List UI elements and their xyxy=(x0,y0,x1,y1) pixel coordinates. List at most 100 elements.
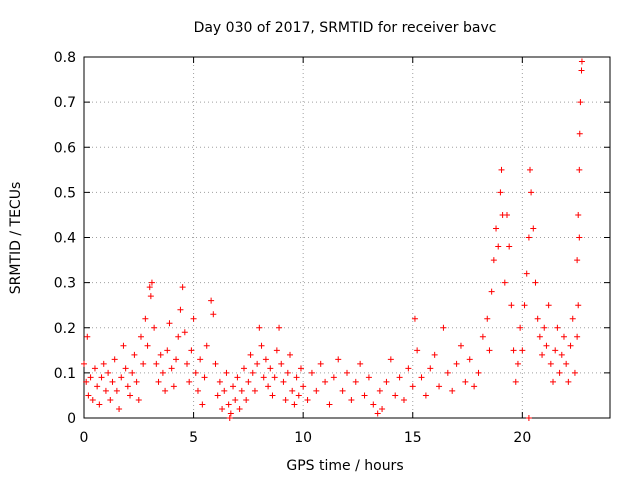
data-point xyxy=(313,387,320,394)
data-point xyxy=(147,293,154,300)
data-point xyxy=(293,374,300,381)
data-point xyxy=(405,365,412,372)
data-point xyxy=(151,324,158,331)
data-point xyxy=(249,369,256,376)
data-point xyxy=(563,360,570,367)
x-axis-label: GPS time / hours xyxy=(286,458,403,474)
y-tick-label: 0.6 xyxy=(54,140,76,156)
data-point xyxy=(197,356,204,363)
data-point xyxy=(146,284,153,291)
data-point xyxy=(527,166,534,173)
data-point xyxy=(506,243,513,250)
data-point xyxy=(414,347,421,354)
data-point xyxy=(528,189,535,196)
data-point xyxy=(94,383,101,390)
data-point xyxy=(173,356,180,363)
data-point xyxy=(236,405,243,412)
data-point xyxy=(135,396,142,403)
data-point xyxy=(449,387,456,394)
data-point xyxy=(317,360,324,367)
y-axis-label: SRMTID / TECUs xyxy=(8,182,24,295)
data-point xyxy=(194,387,201,394)
data-point xyxy=(418,374,425,381)
data-point xyxy=(230,383,237,390)
y-tick-label: 0.7 xyxy=(54,95,76,111)
data-point xyxy=(339,387,346,394)
data-point xyxy=(352,378,359,385)
data-point xyxy=(552,347,559,354)
x-tick-label: 5 xyxy=(189,430,198,446)
data-point xyxy=(387,356,394,363)
data-point xyxy=(124,383,131,390)
data-point xyxy=(98,374,105,381)
data-point xyxy=(267,365,274,372)
data-point xyxy=(576,166,583,173)
data-point xyxy=(547,360,554,367)
data-point xyxy=(495,243,502,250)
data-point xyxy=(287,351,294,358)
data-point xyxy=(574,333,581,340)
data-point xyxy=(577,99,584,106)
data-point xyxy=(479,333,486,340)
data-point xyxy=(466,356,473,363)
data-point xyxy=(578,67,585,74)
data-point xyxy=(89,396,96,403)
data-point xyxy=(238,387,245,394)
data-point xyxy=(543,342,550,349)
data-point xyxy=(247,351,254,358)
data-point xyxy=(91,365,98,372)
data-point xyxy=(175,333,182,340)
data-point xyxy=(493,225,500,232)
data-point xyxy=(203,342,210,349)
data-point xyxy=(576,130,583,137)
data-point xyxy=(497,189,504,196)
data-point xyxy=(554,324,561,331)
data-point xyxy=(453,360,460,367)
data-point xyxy=(84,333,91,340)
data-point xyxy=(361,392,368,399)
data-point xyxy=(118,374,125,381)
data-point xyxy=(116,405,123,412)
data-point xyxy=(87,374,94,381)
data-point xyxy=(144,342,151,349)
data-point xyxy=(440,324,447,331)
data-point xyxy=(109,378,116,385)
data-point xyxy=(245,378,252,385)
data-point xyxy=(262,356,269,363)
data-point xyxy=(376,387,383,394)
data-point xyxy=(221,387,228,394)
data-point xyxy=(523,270,530,277)
data-point xyxy=(111,356,118,363)
data-point xyxy=(162,387,169,394)
data-point xyxy=(565,378,572,385)
data-point xyxy=(436,383,443,390)
data-point xyxy=(422,392,429,399)
data-point xyxy=(199,401,206,408)
data-point xyxy=(396,374,403,381)
data-point xyxy=(192,369,199,376)
data-point xyxy=(155,378,162,385)
data-point xyxy=(498,166,505,173)
data-point xyxy=(289,387,296,394)
data-point xyxy=(212,360,219,367)
data-point xyxy=(365,374,372,381)
y-tick-label: 0.8 xyxy=(54,50,76,66)
data-point xyxy=(105,369,112,376)
data-point xyxy=(374,410,381,417)
data-point xyxy=(409,383,416,390)
data-point xyxy=(214,392,221,399)
data-point xyxy=(475,369,482,376)
data-point xyxy=(519,347,526,354)
data-point xyxy=(534,315,541,322)
data-point xyxy=(131,351,138,358)
y-tick-label: 0.5 xyxy=(54,185,76,201)
data-point xyxy=(271,374,278,381)
data-point xyxy=(234,374,241,381)
y-tick-label: 0.2 xyxy=(54,321,76,337)
data-point xyxy=(488,288,495,295)
data-point xyxy=(335,356,342,363)
data-point xyxy=(137,333,144,340)
data-point xyxy=(536,333,543,340)
data-point xyxy=(304,396,311,403)
data-point xyxy=(508,302,515,309)
